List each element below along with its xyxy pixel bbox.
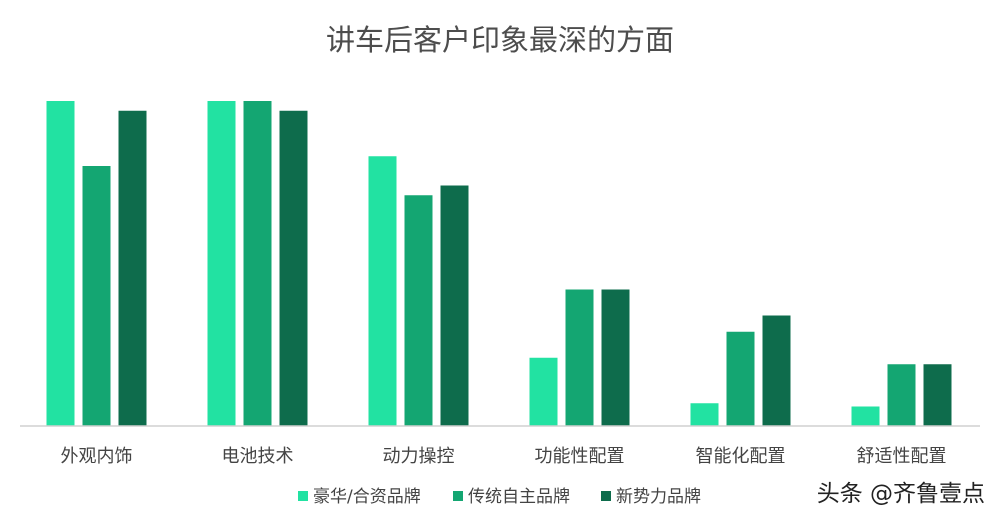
legend: 豪华/合资品牌 传统自主品牌 新势力品牌 [298, 486, 701, 507]
legend-label: 传统自主品牌 [468, 487, 570, 507]
bar-group-container [46, 101, 952, 426]
bar-series-0-category-5 [851, 406, 880, 426]
category-label: 动力操控 [383, 446, 455, 467]
legend-label: 新势力品牌 [616, 487, 701, 507]
bar-series-1-category-5 [887, 364, 916, 426]
category-labels: 外观内饰 电池技术 动力操控 功能性配置 智能化配置 舒适性配置 [61, 446, 947, 467]
legend-item: 豪华/合资品牌 [298, 486, 421, 507]
category-label: 功能性配置 [535, 446, 625, 467]
legend-swatch [298, 491, 308, 501]
category-label: 舒适性配置 [857, 446, 947, 467]
bar-series-0-category-4 [690, 403, 719, 426]
bar-series-2-category-0 [118, 110, 147, 426]
category-label: 外观内饰 [61, 446, 133, 467]
bar-series-2-category-1 [279, 110, 308, 426]
category-label: 电池技术 [222, 446, 294, 467]
bar-series-2-category-3 [601, 289, 630, 426]
watermark-text: 头条 @齐鲁壹点 [817, 481, 985, 507]
legend-swatch [453, 491, 463, 501]
chart-title: 讲车后客户印象最深的方面 [326, 23, 674, 57]
bar-series-2-category-4 [762, 315, 791, 426]
category-label: 智能化配置 [696, 446, 786, 467]
bar-series-1-category-1 [243, 101, 272, 426]
legend-swatch [601, 491, 611, 501]
bar-series-0-category-0 [46, 101, 75, 426]
bar-series-2-category-5 [923, 364, 952, 426]
bar-series-0-category-3 [529, 357, 558, 426]
bar-series-0-category-2 [368, 156, 397, 426]
bar-series-1-category-3 [565, 289, 594, 426]
bar-series-1-category-4 [726, 331, 755, 426]
legend-label: 豪华/合资品牌 [313, 486, 421, 507]
bar-series-1-category-0 [82, 166, 111, 426]
bar-series-2-category-2 [440, 185, 469, 426]
legend-item: 传统自主品牌 [453, 487, 570, 507]
bar-series-1-category-2 [404, 195, 433, 426]
legend-item: 新势力品牌 [601, 487, 701, 507]
bar-series-0-category-1 [207, 101, 236, 426]
